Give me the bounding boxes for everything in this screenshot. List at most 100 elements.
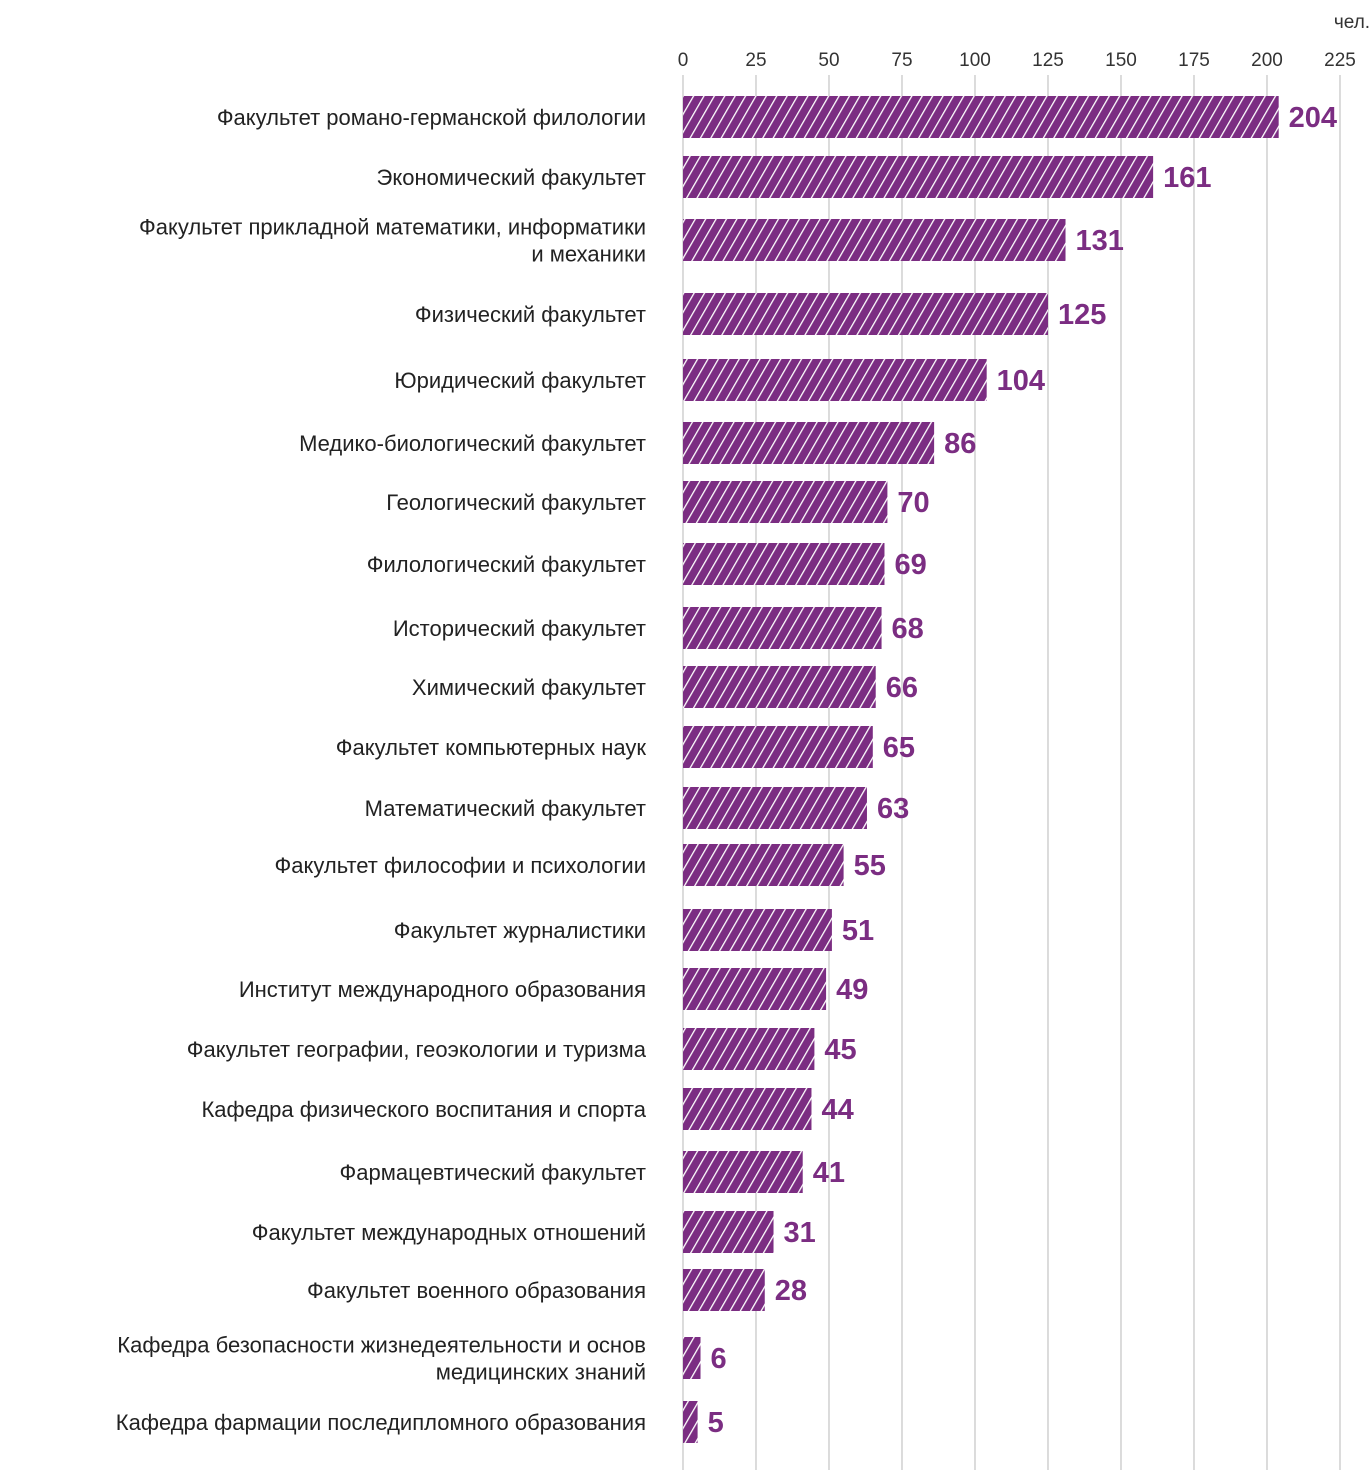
category-label-line: Факультет романо-германской филологии xyxy=(217,105,646,130)
unit-label: чел. xyxy=(1334,12,1370,33)
category-label: Геологический факультет xyxy=(386,490,646,515)
bar xyxy=(683,1269,765,1311)
value-label: 55 xyxy=(854,850,886,882)
bar xyxy=(683,543,885,585)
bar xyxy=(683,844,844,886)
category-label: Факультет философии и психологии xyxy=(275,853,646,878)
category-label-line: Факультет компьютерных наук xyxy=(336,735,647,760)
category-label: Кафедра физического воспитания и спорта xyxy=(201,1097,646,1122)
value-label: 63 xyxy=(877,793,909,825)
bar xyxy=(683,156,1154,198)
bar xyxy=(683,1028,815,1070)
category-label: Кафедра фармации последипломного образов… xyxy=(116,1410,646,1435)
value-label: 104 xyxy=(997,365,1045,397)
category-label: Факультет военного образования xyxy=(307,1278,646,1303)
category-label-line: Математический факультет xyxy=(365,796,646,821)
bar xyxy=(683,1337,701,1379)
category-label-line: Кафедра фармации последипломного образов… xyxy=(116,1410,646,1435)
category-label-line: медицинских знаний xyxy=(436,1360,646,1385)
tick-label: 75 xyxy=(891,50,912,71)
category-label: Кафедра безопасности жизнедеятельности и… xyxy=(117,1333,646,1385)
value-label: 45 xyxy=(824,1034,856,1066)
value-labels: 2041611311251048670696866656355514945444… xyxy=(708,102,1337,1439)
grid-lines xyxy=(682,75,1341,1470)
value-label: 5 xyxy=(708,1407,724,1439)
category-label-line: Факультет географии, геоэкологии и туриз… xyxy=(187,1037,647,1062)
tick-label: 200 xyxy=(1251,50,1283,71)
category-label: Филологический факультет xyxy=(367,552,646,577)
x-axis-ticks: 0 25 50 75 100 125 150 175 200 225 xyxy=(678,50,1356,71)
category-label-line: Фармацевтический факультет xyxy=(340,1160,646,1185)
category-label: Факультет журналистики xyxy=(394,918,646,943)
value-label: 125 xyxy=(1058,299,1106,331)
bar xyxy=(683,1401,698,1443)
bar xyxy=(683,219,1066,261)
category-labels: Факультет романо-германской филологии Эко… xyxy=(116,105,647,1435)
category-label: Химический факультет xyxy=(412,675,646,700)
value-label: 161 xyxy=(1163,162,1211,194)
category-label: Юридический факультет xyxy=(394,368,646,393)
category-label: Математический факультет xyxy=(365,796,646,821)
bar xyxy=(683,968,827,1010)
tick-label: 50 xyxy=(818,50,839,71)
bar xyxy=(683,607,882,649)
category-label-line: и механики xyxy=(531,242,646,267)
value-label: 86 xyxy=(944,428,976,460)
category-label-line: Юридический факультет xyxy=(394,368,646,393)
bar xyxy=(683,481,888,523)
bar xyxy=(683,293,1048,335)
tick-label: 25 xyxy=(745,50,766,71)
category-label: Экономический факультет xyxy=(377,165,646,190)
bar xyxy=(683,666,876,708)
bar xyxy=(683,359,987,401)
category-label-line: Геологический факультет xyxy=(386,490,646,515)
bars xyxy=(683,96,1279,1443)
value-label: 70 xyxy=(897,487,929,519)
bar xyxy=(683,909,832,951)
value-label: 68 xyxy=(892,613,924,645)
category-label-line: Факультет философии и психологии xyxy=(275,853,646,878)
category-label-line: Исторический факультет xyxy=(393,616,646,641)
category-label-line: Факультет журналистики xyxy=(394,918,646,943)
value-label: 131 xyxy=(1076,225,1124,257)
category-label-line: Медико-биологический факультет xyxy=(299,431,646,456)
value-label: 65 xyxy=(883,732,915,764)
bar xyxy=(683,1211,774,1253)
category-label: Медико-биологический факультет xyxy=(299,431,646,456)
category-label-line: Экономический факультет xyxy=(377,165,646,190)
value-label: 51 xyxy=(842,915,874,947)
bar xyxy=(683,1088,812,1130)
bar xyxy=(683,96,1279,138)
category-label-line: Факультет военного образования xyxy=(307,1278,646,1303)
value-label: 204 xyxy=(1289,102,1337,134)
tick-label: 125 xyxy=(1032,50,1064,71)
category-label-line: Институт международного образования xyxy=(239,977,646,1002)
bar xyxy=(683,726,873,768)
category-label: Исторический факультет xyxy=(393,616,646,641)
value-label: 28 xyxy=(775,1275,807,1307)
value-label: 41 xyxy=(813,1157,845,1189)
bar xyxy=(683,787,867,829)
value-label: 6 xyxy=(711,1343,727,1375)
value-label: 44 xyxy=(821,1094,853,1126)
category-label: Факультет географии, геоэкологии и туриз… xyxy=(187,1037,647,1062)
bar xyxy=(683,422,935,464)
tick-label: 0 xyxy=(678,50,689,71)
value-label: 69 xyxy=(894,549,926,581)
tick-label: 150 xyxy=(1105,50,1137,71)
category-label-line: Кафедра физического воспитания и спорта xyxy=(201,1097,646,1122)
category-label: Фармацевтический факультет xyxy=(340,1160,646,1185)
category-label: Факультет международных отношений xyxy=(252,1220,646,1245)
category-label-line: Факультет международных отношений xyxy=(252,1220,646,1245)
value-label: 49 xyxy=(836,974,868,1006)
category-label: Факультет прикладной математики, информа… xyxy=(139,215,646,267)
tick-label: 225 xyxy=(1324,50,1356,71)
value-label: 66 xyxy=(886,672,918,704)
category-label-line: Факультет прикладной математики, информа… xyxy=(139,215,646,240)
category-label-line: Химический факультет xyxy=(412,675,646,700)
bar xyxy=(683,1151,803,1193)
category-label-line: Кафедра безопасности жизнедеятельности и… xyxy=(117,1333,646,1358)
category-label: Факультет компьютерных наук xyxy=(336,735,647,760)
category-label: Институт международного образования xyxy=(239,977,646,1002)
